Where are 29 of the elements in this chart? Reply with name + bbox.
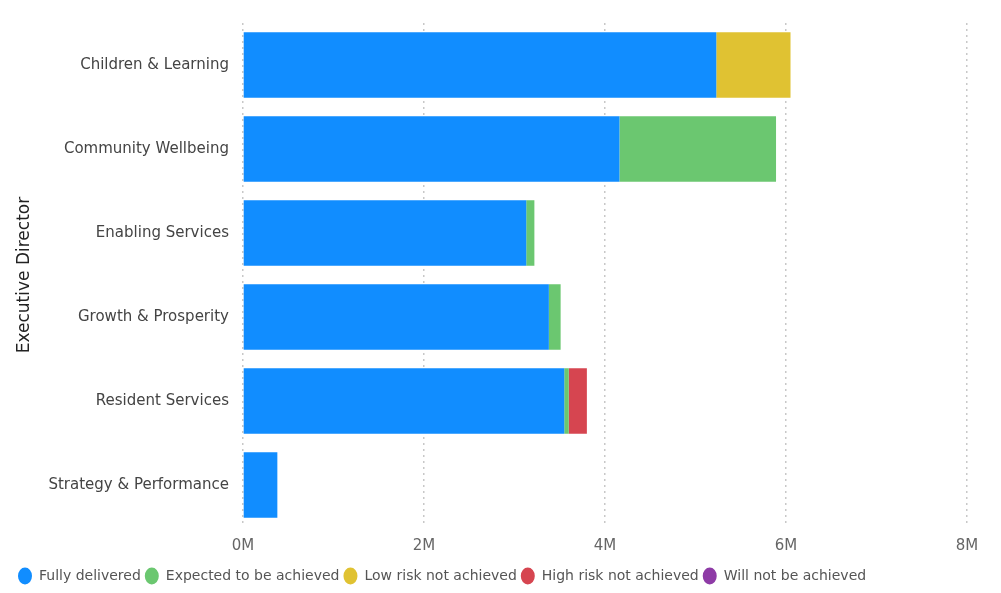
legend-label: Fully delivered (39, 566, 141, 583)
legend-label: High risk not achieved (541, 566, 699, 583)
y-tick-label: Community Wellbeing (63, 138, 229, 157)
y-tick-label: Resident Services (95, 390, 230, 409)
legend-label: Expected to be achieved (165, 566, 340, 583)
bar (243, 200, 527, 266)
bar (243, 116, 620, 182)
x-tick-label: 0M (231, 535, 255, 554)
y-tick-label: Strategy & Performance (48, 474, 229, 493)
bar (568, 368, 587, 434)
bar (548, 284, 561, 350)
bar (243, 368, 565, 434)
bar (243, 452, 278, 518)
legend-label: Low risk not achieved (364, 566, 517, 583)
bar (619, 116, 777, 182)
y-axis-title: Executive Director (12, 196, 33, 354)
bar (564, 368, 569, 434)
x-tick-label: 2M (412, 535, 436, 554)
x-tick-label: 8M (955, 535, 979, 554)
bar (243, 284, 549, 350)
bar (243, 32, 717, 98)
legend-label: Will not be achieved (723, 566, 867, 583)
y-tick-label: Children & Learning (80, 54, 229, 73)
y-tick-label: Growth & Prosperity (77, 306, 230, 325)
x-tick-label: 6M (774, 535, 798, 554)
y-tick-label: Enabling Services (95, 222, 230, 241)
x-tick-label: 4M (593, 535, 617, 554)
bar (716, 32, 791, 98)
bar (526, 200, 535, 266)
